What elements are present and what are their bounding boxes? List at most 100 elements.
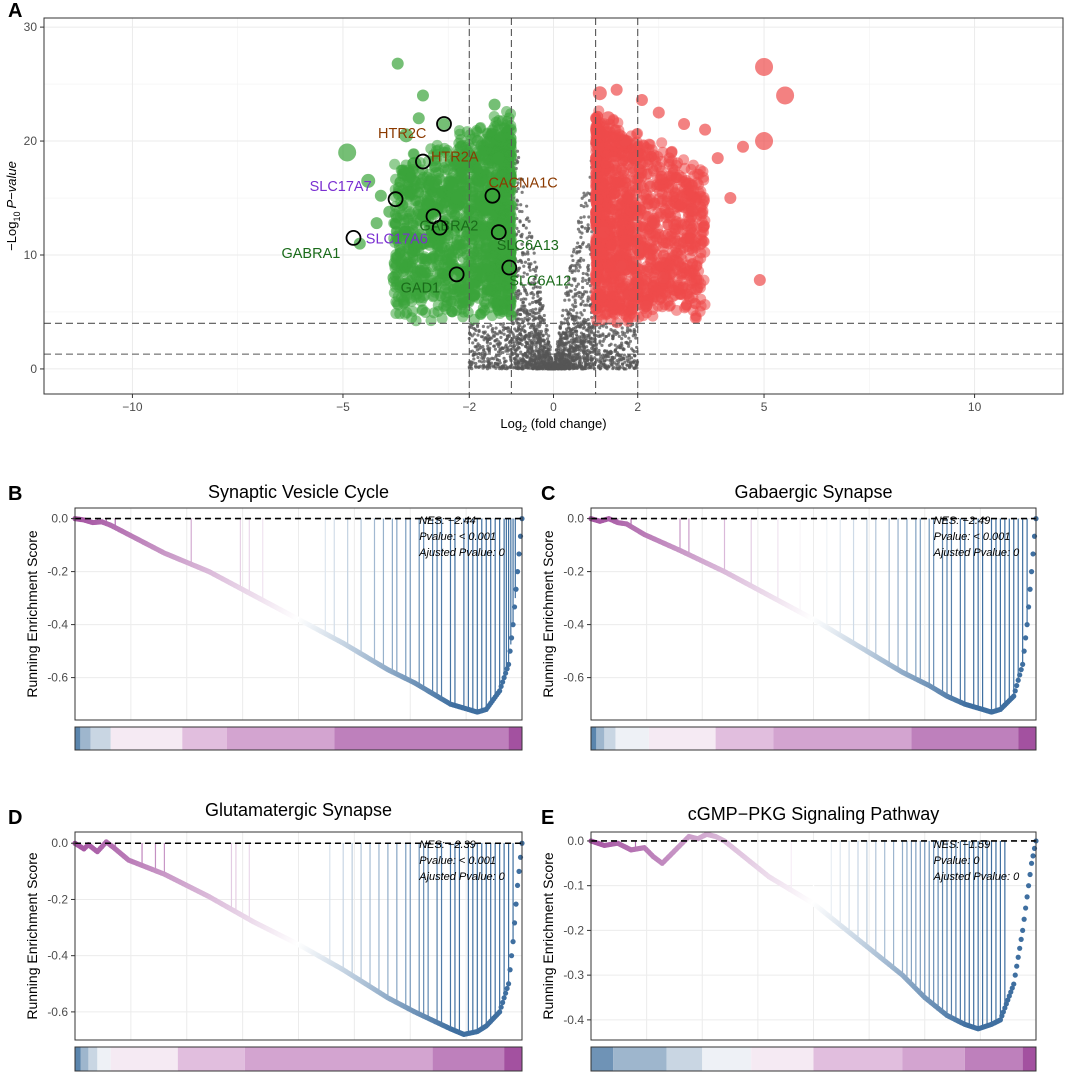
point-ns bbox=[569, 289, 573, 293]
point-down bbox=[475, 309, 487, 321]
point-ns bbox=[633, 333, 638, 337]
point-ns bbox=[585, 204, 589, 208]
point-ns bbox=[534, 333, 539, 337]
point-ns bbox=[590, 360, 594, 365]
point-ns bbox=[589, 358, 593, 362]
point-down bbox=[493, 202, 505, 214]
point-ns bbox=[470, 334, 474, 338]
point-ns bbox=[538, 320, 542, 324]
point-ns bbox=[584, 201, 588, 205]
point-ns bbox=[575, 261, 579, 265]
point-ns bbox=[530, 281, 534, 285]
point-up bbox=[673, 281, 685, 293]
point-ns bbox=[507, 334, 511, 339]
point-ns bbox=[598, 363, 602, 367]
point-ns bbox=[614, 362, 618, 366]
point-ns bbox=[580, 342, 584, 346]
point-ns bbox=[535, 361, 539, 365]
point-ns bbox=[516, 345, 521, 349]
point-ns bbox=[573, 292, 577, 296]
point-ns bbox=[523, 352, 527, 356]
point-ns bbox=[578, 359, 582, 363]
point-ns bbox=[539, 297, 543, 301]
point-ns bbox=[471, 361, 475, 365]
point-ns bbox=[527, 262, 531, 266]
point-ns bbox=[593, 356, 597, 360]
point-ns bbox=[519, 234, 523, 238]
point-ns bbox=[543, 342, 547, 346]
point-ns bbox=[518, 220, 522, 224]
point-ns bbox=[579, 321, 583, 325]
point-up bbox=[699, 215, 711, 227]
point-ns bbox=[571, 258, 575, 263]
point-ns bbox=[571, 295, 575, 299]
point-ns bbox=[580, 196, 584, 200]
point-ns bbox=[533, 260, 537, 264]
point-ns bbox=[628, 339, 633, 343]
point-up bbox=[642, 198, 654, 210]
point-ns bbox=[530, 300, 535, 305]
point-ns bbox=[598, 333, 602, 337]
point-ns bbox=[559, 336, 563, 340]
point-ns bbox=[573, 269, 577, 273]
point-ns bbox=[610, 334, 615, 338]
point-ns bbox=[494, 366, 498, 370]
point-ns bbox=[585, 355, 589, 359]
point-ns bbox=[528, 268, 532, 272]
point-ns bbox=[584, 338, 588, 342]
point-ns bbox=[514, 335, 519, 340]
point-ns bbox=[532, 251, 536, 255]
point-ns bbox=[506, 345, 510, 349]
point-ns bbox=[532, 277, 536, 282]
point-down bbox=[446, 306, 458, 318]
point-ns bbox=[617, 344, 621, 348]
point-ns bbox=[504, 349, 508, 353]
point-ns bbox=[481, 364, 486, 368]
point-ns bbox=[556, 345, 560, 349]
point-ns bbox=[587, 277, 591, 281]
point-ns bbox=[582, 346, 586, 350]
point-ns bbox=[536, 294, 540, 298]
point-ns bbox=[514, 349, 518, 353]
point-ns bbox=[539, 339, 543, 343]
point-ns bbox=[610, 355, 614, 359]
point-ns bbox=[532, 355, 536, 359]
point-ns bbox=[586, 273, 590, 277]
point-ns bbox=[579, 335, 584, 339]
point-up bbox=[699, 246, 711, 258]
point-ns bbox=[516, 181, 520, 185]
point-ns bbox=[534, 345, 538, 350]
point-ns bbox=[523, 344, 528, 348]
point-down bbox=[411, 266, 423, 278]
point-up bbox=[630, 173, 642, 185]
point-ns bbox=[581, 285, 585, 290]
point-ns bbox=[488, 357, 492, 361]
point-ns bbox=[489, 323, 493, 328]
point-ns bbox=[538, 358, 542, 362]
point-ns bbox=[527, 265, 531, 269]
point-ns bbox=[598, 357, 602, 361]
point-ns bbox=[535, 311, 539, 315]
point-ns bbox=[577, 290, 581, 294]
point-ns bbox=[581, 258, 586, 262]
point-ns bbox=[525, 204, 529, 208]
point-ns bbox=[547, 365, 551, 369]
point-ns bbox=[584, 278, 588, 282]
point-ns bbox=[516, 186, 520, 191]
point-ns bbox=[587, 361, 591, 365]
point-ns bbox=[527, 219, 531, 223]
point-ns bbox=[579, 303, 583, 307]
point-ns bbox=[468, 332, 472, 336]
point-ns bbox=[571, 336, 575, 341]
point-ns bbox=[604, 325, 609, 329]
point-ns bbox=[567, 316, 571, 320]
point-ns bbox=[520, 209, 524, 214]
point-up bbox=[608, 136, 620, 148]
point-ns bbox=[539, 366, 544, 370]
point-ns bbox=[516, 296, 520, 300]
point-ns bbox=[542, 313, 546, 318]
point-ns bbox=[615, 330, 619, 334]
point-down bbox=[416, 177, 428, 189]
point-ns bbox=[567, 282, 571, 286]
